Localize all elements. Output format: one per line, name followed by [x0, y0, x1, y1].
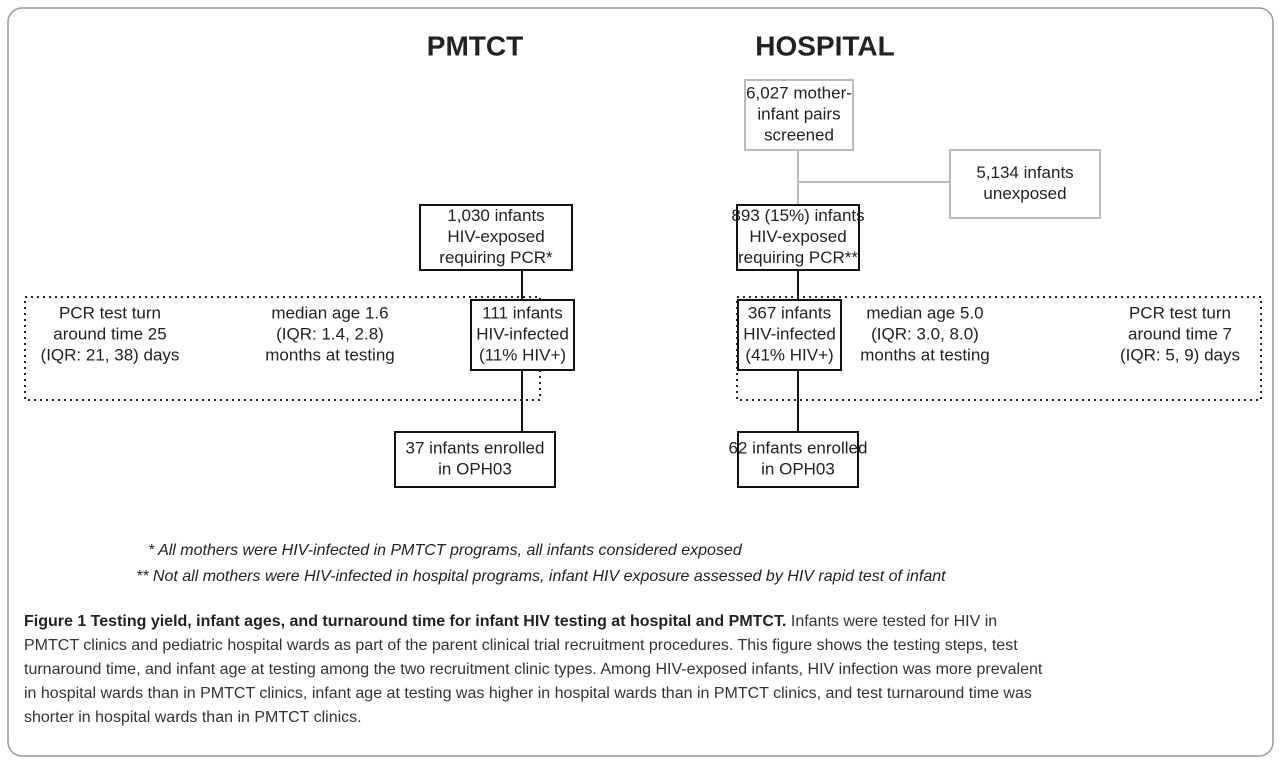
node-label: screened — [764, 125, 834, 144]
node-label: 893 (15%) infants — [731, 206, 864, 225]
node-box — [949, 149, 1101, 219]
caption-line: in hospital wards than in PMTCT clinics,… — [24, 685, 1032, 702]
node-label: median age 5.0 — [866, 303, 983, 322]
node-label: around time 25 — [53, 324, 166, 343]
node-label: requiring PCR** — [738, 248, 858, 267]
node-label: unexposed — [983, 184, 1066, 203]
caption-line: turnaround time, and infant age at testi… — [24, 661, 1043, 678]
node-label: requiring PCR* — [439, 248, 553, 267]
node-label: HIV-exposed — [447, 227, 544, 246]
dotted-group — [736, 296, 1262, 401]
caption-first-line: Figure 1 Testing yield, infant ages, and… — [24, 613, 997, 630]
node-label: 367 infants — [748, 303, 831, 322]
node-label: months at testing — [265, 345, 394, 364]
node-label: HIV-exposed — [749, 227, 846, 246]
caption-line: shorter in hospital wards than in PMTCT … — [24, 709, 362, 726]
caption-line: Infants were tested for HIV in — [791, 613, 997, 630]
figure-frame — [7, 7, 1274, 757]
footnote: ** Not all mothers were HIV-infected in … — [136, 568, 946, 585]
node-label: PCR test turn — [1129, 303, 1231, 322]
node-box — [737, 431, 859, 488]
node-label: (IQR: 5, 9) days — [1120, 345, 1240, 364]
node-label: months at testing — [860, 345, 989, 364]
connectors-gray — [797, 150, 950, 205]
node-box — [744, 79, 854, 151]
node-label: PCR test turn — [59, 303, 161, 322]
node-label: 6,027 mother- — [746, 83, 852, 102]
node-label: 5,134 infants — [976, 163, 1073, 182]
node-box — [736, 204, 860, 271]
node-label: median age 1.6 — [271, 303, 388, 322]
heading: HOSPITAL — [755, 30, 894, 61]
caption-line: PMTCT clinics and pediatric hospital war… — [24, 637, 1018, 654]
node-label: in OPH03 — [438, 459, 512, 478]
node-label: 62 infants enrolled — [729, 438, 868, 457]
node-label: 111 infants — [482, 303, 563, 322]
node-label: (IQR: 3.0, 8.0) — [871, 324, 979, 343]
node-label: in OPH03 — [761, 459, 835, 478]
node-label: HIV-infected — [476, 324, 569, 343]
node-label: 37 infants enrolled — [406, 438, 545, 457]
node-box — [737, 299, 842, 371]
node-label: HIV-infected — [743, 324, 836, 343]
node-label: infant pairs — [757, 104, 840, 123]
node-box — [419, 204, 573, 271]
node-label: 1,030 infants — [447, 206, 544, 225]
heading: PMTCT — [427, 30, 523, 61]
node-label: (IQR: 21, 38) days — [41, 345, 180, 364]
node-label: around time 7 — [1128, 324, 1232, 343]
caption-title: Figure 1 Testing yield, infant ages, and… — [24, 613, 786, 630]
footnote: * All mothers were HIV-infected in PMTCT… — [148, 542, 743, 559]
node-box — [470, 299, 575, 371]
node-label: (IQR: 1.4, 2.8) — [276, 324, 384, 343]
node-label: (11% HIV+) — [479, 345, 566, 364]
node-label: (41% HIV+) — [745, 345, 833, 364]
node-box — [394, 431, 556, 488]
